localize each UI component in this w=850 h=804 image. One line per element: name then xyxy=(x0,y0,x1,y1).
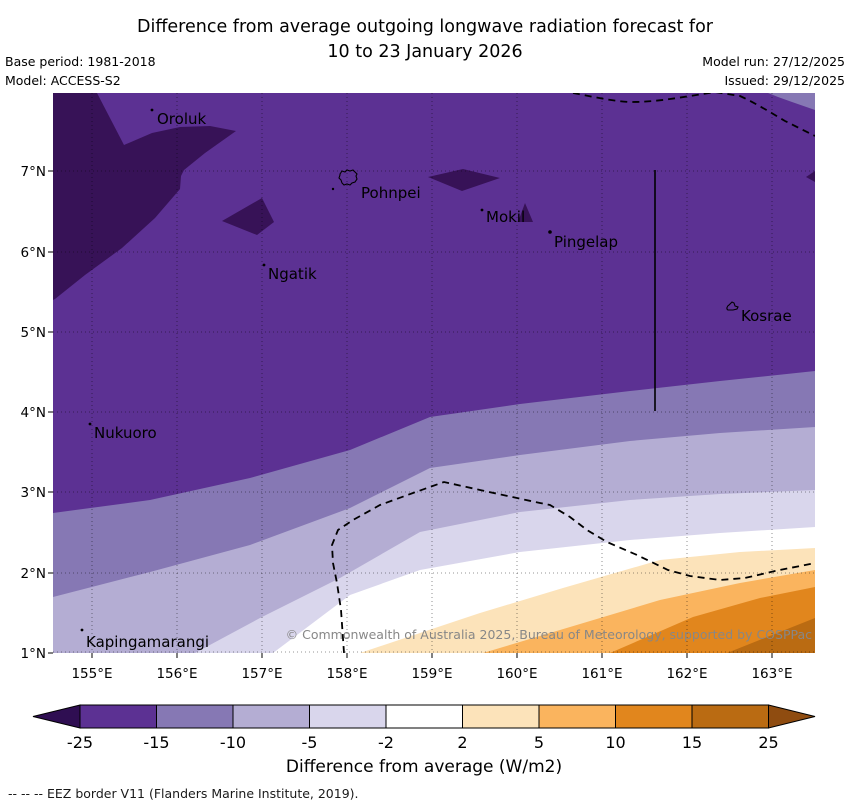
kapingamarangi-marker xyxy=(80,628,84,632)
lon-label-163e: 163°E xyxy=(751,666,792,682)
dark-region-diamond xyxy=(428,169,500,191)
band-corner-minus15-minus10 xyxy=(768,93,815,110)
colorbar-seg-minus2-plus2 xyxy=(385,704,463,729)
colorbar-right-arrow xyxy=(768,704,816,729)
place-label-ngatik: Ngatik xyxy=(268,265,317,283)
colorbar-seg-minus15-minus10 xyxy=(156,704,234,729)
colorbar: -25 -15 -10 -5 -2 2 5 10 15 25 Differenc… xyxy=(32,704,816,777)
pingelap-marker xyxy=(548,230,552,234)
colorbar-tick-minus10: -10 xyxy=(220,733,246,752)
eez-border-south xyxy=(331,481,815,653)
colorbar-seg-minus10-minus5 xyxy=(232,704,310,729)
lon-label-156e: 156°E xyxy=(156,666,197,682)
figure-title-line2: 10 to 23 January 2026 xyxy=(327,42,522,62)
place-label-oroluk: Oroluk xyxy=(157,110,206,128)
colorbar-tick-2: 2 xyxy=(457,733,467,752)
place-label-pingelap: Pingelap xyxy=(554,233,618,251)
place-label-pohnpei: Pohnpei xyxy=(361,184,421,202)
lat-label-2n: 2°N xyxy=(21,566,46,582)
ngatik-marker xyxy=(262,263,266,267)
copyright-text: © Commonwealth of Australia 2025, Bureau… xyxy=(286,627,812,642)
colorbar-seg-15-25 xyxy=(691,704,769,729)
colorbar-tick-10: 10 xyxy=(605,733,625,752)
lat-label-1n: 1°N xyxy=(21,646,46,662)
lat-label-3n: 3°N xyxy=(21,485,46,501)
place-label-nukuoro: Nukuoro xyxy=(94,424,157,442)
colorbar-seg-minus5-minus2 xyxy=(309,704,387,729)
oroluk-marker xyxy=(150,108,154,112)
place-label-kosrae: Kosrae xyxy=(741,307,792,325)
lon-label-157e: 157°E xyxy=(241,666,282,682)
figure-title-line1: Difference from average outgoing longwav… xyxy=(137,17,714,37)
pohnpei-west-marker xyxy=(331,187,335,191)
lat-label-6n: 6°N xyxy=(21,245,46,261)
dark-region-northwest xyxy=(53,93,236,300)
axis-ticks xyxy=(48,170,773,658)
band-10-15 xyxy=(610,587,815,653)
lat-label-4n: 4°N xyxy=(21,405,46,421)
colorbar-seg-minus25-minus15 xyxy=(79,704,157,729)
place-label-kapingamarangi: Kapingamarangi xyxy=(86,633,209,651)
map-plot-area: Oroluk Pohnpei Mokil Pingelap Ngatik Kos… xyxy=(53,93,815,653)
base-period-text: Base period: 1981-2018 xyxy=(5,54,156,69)
lon-label-158e: 158°E xyxy=(326,666,367,682)
colorbar-axis-label: Difference from average (W/m2) xyxy=(286,757,562,777)
dark-region-mokil xyxy=(518,203,533,222)
island-markers xyxy=(80,108,552,632)
lon-label-161e: 161°E xyxy=(581,666,622,682)
place-label-mokil: Mokil xyxy=(486,208,525,226)
nukuoro-marker xyxy=(88,422,92,426)
graticule xyxy=(53,93,815,653)
dark-region-triangle xyxy=(222,198,274,235)
eez-footnote: -- -- -- EEZ border V11 (Flanders Marine… xyxy=(8,786,359,801)
pohnpei-atoll-outline xyxy=(338,169,358,186)
colorbar-tick-5: 5 xyxy=(534,733,544,752)
lon-label-155e: 155°E xyxy=(71,666,112,682)
colorbar-tick-25: 25 xyxy=(758,733,778,752)
lon-label-162e: 162°E xyxy=(666,666,707,682)
colorbar-left-arrow xyxy=(32,704,81,729)
issued-text: Issued: 29/12/2025 xyxy=(725,73,846,88)
mokil-marker xyxy=(480,208,484,212)
colorbar-tick-minus5: -5 xyxy=(302,733,318,752)
colorbar-seg-2-5 xyxy=(462,704,540,729)
kosrae-island-outline xyxy=(726,301,739,311)
colorbar-tick-minus2: -2 xyxy=(378,733,394,752)
colorbar-tick-15: 15 xyxy=(682,733,702,752)
dark-region-east-edge xyxy=(806,171,815,182)
band-15-25 xyxy=(727,618,815,653)
model-text: Model: ACCESS-S2 xyxy=(5,73,121,88)
colorbar-seg-10-15 xyxy=(615,704,693,729)
below-minus25-regions xyxy=(53,93,815,300)
lon-label-160e: 160°E xyxy=(496,666,537,682)
lat-label-5n: 5°N xyxy=(21,325,46,341)
model-run-text: Model run: 27/12/2025 xyxy=(702,54,845,69)
lat-label-7n: 7°N xyxy=(21,164,46,180)
colorbar-tick-minus25: -25 xyxy=(67,733,93,752)
lon-label-159e: 159°E xyxy=(411,666,452,682)
eez-border-north xyxy=(572,93,815,137)
colorbar-tick-minus15: -15 xyxy=(143,733,169,752)
colorbar-seg-5-10 xyxy=(538,704,616,729)
